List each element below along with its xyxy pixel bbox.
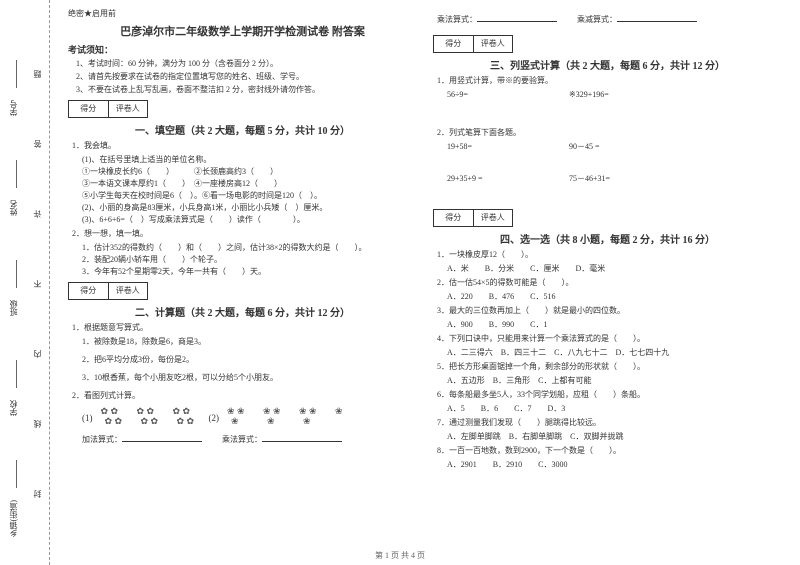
s4-i5-opts: A．五边形 B．三角形 C．上都有可能 [447,375,782,387]
s1-q1-sub1: (1)、在括号里填上适当的单位名称。 [82,154,417,166]
s1-q1-sub3: (3)、6+6+6=（ ）写成乘法算式是（ ）读作（ ）。 [82,214,417,226]
s3-q2-stem: 2．列式笔算下面各题。 [437,127,782,139]
s2-q1-l3: 3．10根香蕉，每个小朋友吃2根，可以分给5个小朋友。 [82,372,417,384]
s3-q1-a: 56÷9= [447,89,567,101]
flower-icon: ❀❀ ❀ [263,406,291,430]
section4-title: 四、选一选（共 8 小题，每题 2 分，共计 16 分） [433,231,782,246]
s4-i8-opts: A．2901 B．2910 C．3000 [447,459,782,471]
grader-label-2: 评卷人 [109,283,148,299]
s1-q2-stem: 2．想一想，填一填。 [72,228,417,240]
secret-label: 绝密★启用前 [68,8,417,19]
seal-char-2: 内 [32,350,43,358]
s4-i5-stem: 5．把长方形桌面锯掉一个角，剩余部分的形状就（ ）。 [437,361,782,373]
s1-q2-line1: 1．估计352的得数约（ ）和（ ）之间，估计38×2的得数大约是（ ）。 [82,242,417,254]
formula-add-label: 加法算式： [82,435,122,444]
s4-i7-stem: 7．通过测量我们发现（ ）腿跳得比较远。 [437,417,782,429]
score-label-2: 得分 [69,283,109,299]
s4-i3-stem: 3．最大的三位数再加上（ ）就是最小的四位数。 [437,305,782,317]
formula-row-2: 乘法算式： 乘减算式： [437,14,782,25]
grader-label: 评卷人 [109,101,148,117]
notice-1: 1、考试时间：60 分钟，满分为 100 分（含卷面分 2 分）。 [76,58,417,69]
s1-q1-sub2: (2)、小丽的身高是83厘米，小兵身高1米，小丽比小兵矮（ ）厘米。 [82,202,417,214]
flower-icon: ✿✿ ✿✿ [173,406,201,430]
s1-q2-line3: 3．今年有52个星期零2天，今年一共有（ ）天。 [82,266,417,278]
s3-q1-b: ※329+196= [569,90,609,99]
s2-q1-l1: 1．被除数是18，除数是6，商是3。 [82,336,417,348]
flower-icon: ❀❀ ❀ [227,406,255,430]
s3-q1-stem: 1．用竖式计算，带※的要验算。 [437,75,782,87]
score-box-4: 得分 评卷人 [433,209,513,227]
s4-i2-opts: A．220 B．476 C．516 [447,291,782,303]
fig-label-2: (2) [209,413,220,423]
binding-label-class: 班级 [8,300,19,316]
s3-q1-row: 56÷9= ※329+196= [447,89,782,101]
s4-i4-opts: A．二三得六 B．四三十二 C．八九七十二 D．七七四十九 [447,347,782,359]
s4-i1-stem: 1．一块橡皮厚12（ ）。 [437,249,782,261]
binding-margin: 乡镇(街道) 学校 班级 姓名 学号 封 线 内 不 许 答 题 [0,0,50,565]
left-column: 绝密★启用前 巴彦淖尔市二年级数学上学期开学检测试卷 附答案 考试须知： 1、考… [60,8,425,557]
s1-q1-stem: 1．我会填。 [72,140,417,152]
seal-char-6: 题 [32,70,43,78]
s4-i6-stem: 6．每条船最多坐5人，33个同学划船，应租（ ）条船。 [437,389,782,401]
section3-title: 三、列竖式计算（共 2 大题，每题 6 分，共计 12 分） [433,57,782,72]
s3-q2-row2: 29+35+9 = 75－46+31= [447,173,782,185]
s4-i4-stem: 4．下列口诀中，只能用来计算一个乘法算式的是（ ）。 [437,333,782,345]
s1-q1-line3: ⑤小学生每天在校时间是6（ ）。⑥看一场电影的时间是120（ ）。 [82,190,417,202]
grader-label-4: 评卷人 [474,210,513,226]
score-box-3: 得分 评卷人 [433,35,513,53]
s2-q1-l2: 2．把6平均分成3份，每份是2。 [82,354,417,366]
s3-q2-b: 90－45 = [569,142,600,151]
s3-q2-d: 75－46+31= [569,174,610,183]
notice-2: 2、请首先按要求在试卷的指定位置填写您的姓名、班级、学号。 [76,71,417,82]
s1-q1-line1: ①一块橡皮长约6（ ） ②长颈鹿高约3（ ） [82,166,417,178]
section2-title: 二、计算题（共 2 大题，每题 6 分，共计 12 分） [68,304,417,319]
s4-i7-opts: A．左脚单脚跳 B．右脚单脚跳 C．双脚并拢跳 [447,431,782,443]
binding-label-id: 学号 [8,100,19,116]
s3-q2-a: 19+58= [447,141,567,153]
s4-i3-opts: A．900 B．990 C．1 [447,319,782,331]
right-column: 乘法算式： 乘减算式： 得分 评卷人 三、列竖式计算（共 2 大题，每题 6 分… [425,8,790,557]
s4-i2-stem: 2．估一估54×5的得数可能是（ ）。 [437,277,782,289]
notice-title: 考试须知： [68,43,417,56]
formula-mul-label-a: 乘法算式： [222,435,262,444]
seal-char-3: 不 [32,280,43,288]
figure-row: (1) ✿✿ ✿✿ ✿✿ ✿✿ ✿✿ ✿✿ (2) ❀❀ ❀ ❀❀ ❀ [82,406,417,430]
seal-char-5: 答 [32,140,43,148]
s4-i8-stem: 8．一百一百地数，数到2900，下一个数是（ ）。 [437,445,782,457]
binding-label-township: 乡镇(街道) [8,500,19,537]
seal-char-0: 封 [32,490,43,498]
page-footer: 第 1 页 共 4 页 [375,550,425,561]
s4-i6-opts: A．5 B．6 C．7 D．3 [447,403,782,415]
seal-char-1: 线 [32,420,43,428]
score-label-4: 得分 [434,210,474,226]
grader-label-3: 评卷人 [474,36,513,52]
formula-row-1: 加法算式： 乘法算式： [82,434,417,445]
content-area: 绝密★启用前 巴彦淖尔市二年级数学上学期开学检测试卷 附答案 考试须知： 1、考… [50,0,800,565]
formula-mul-label-b: 乘法算式： [437,15,477,24]
flower-icon: ❀ [335,406,363,430]
flower-icon: ✿✿ ✿✿ [137,406,165,430]
fig-label-1: (1) [82,413,93,423]
flower-icon: ❀❀ ❀ [299,406,327,430]
binding-label-school: 学校 [8,400,19,416]
score-label: 得分 [69,101,109,117]
s2-q2-stem: 2．看图列式计算。 [72,390,417,402]
s4-i1-opts: A．米 B．分米 C．厘米 D．毫米 [447,263,782,275]
score-box-1: 得分 评卷人 [68,100,148,118]
formula-sub-label: 乘减算式： [577,15,617,24]
score-label-3: 得分 [434,36,474,52]
flower-icon: ✿✿ ✿✿ [101,406,129,430]
s1-q2-line2: 2．装配20辆小轿车用（ ）个轮子。 [82,254,417,266]
score-box-2: 得分 评卷人 [68,282,148,300]
s2-q1-stem: 1．根据题意写算式。 [72,322,417,334]
notice-3: 3、不要在试卷上乱写乱画，卷面不整洁扣 2 分，密封线外请勿作答。 [76,84,417,95]
exam-title: 巴彦淖尔市二年级数学上学期开学检测试卷 附答案 [68,23,417,39]
s3-q2-c: 29+35+9 = [447,173,567,185]
section1-title: 一、填空题（共 2 大题，每题 5 分，共计 10 分） [68,122,417,137]
binding-label-name: 姓名 [8,200,19,216]
s1-q1-line2: ③一本语文课本厚约1（ ） ④一座楼房高12（ ） [82,178,417,190]
seal-char-4: 许 [32,210,43,218]
s3-q2-row1: 19+58= 90－45 = [447,141,782,153]
